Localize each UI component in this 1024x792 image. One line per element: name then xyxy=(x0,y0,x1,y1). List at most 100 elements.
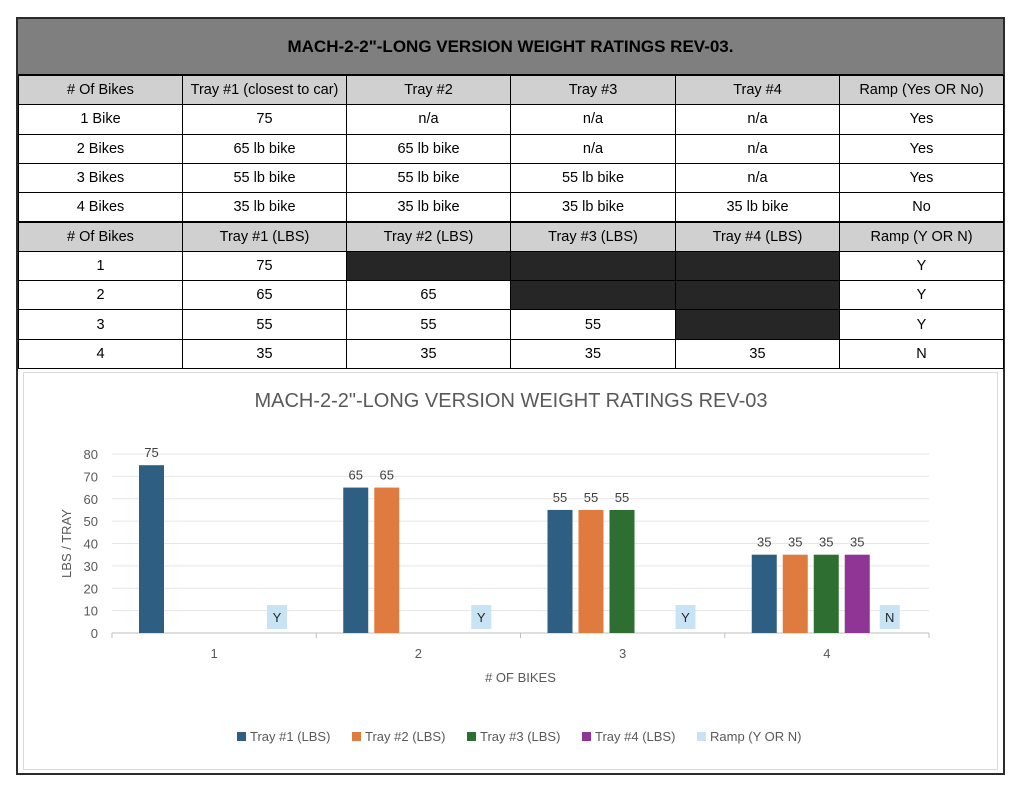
y-tick-label: 60 xyxy=(84,492,98,507)
table-cell: 55 xyxy=(182,309,347,340)
bar xyxy=(844,554,870,633)
table-cell: 55 xyxy=(510,309,676,340)
blocked-cell xyxy=(346,250,511,282)
table-cell: 65 lb bike xyxy=(182,133,347,164)
table-cell: n/a xyxy=(675,162,840,194)
column-header: Tray #2 xyxy=(346,74,511,106)
y-tick-label: 40 xyxy=(84,537,98,552)
table-row: 2 Bikes 65 lb bike 65 lb bike n/a n/a Yes xyxy=(18,133,1004,164)
bar xyxy=(751,554,777,633)
table-cell: 3 Bikes xyxy=(18,162,183,194)
data-label: 75 xyxy=(144,445,158,460)
weight-table-descriptive: # Of Bikes Tray #1 (closest to car) Tray #… xyxy=(18,74,1004,223)
table-cell: 35 xyxy=(182,338,347,369)
table-cell: n/a xyxy=(510,104,676,135)
table-header-row: # Of Bikes Tray #1 (closest to car) Tray #… xyxy=(18,74,1004,106)
table-cell: n/a xyxy=(675,104,840,135)
legend-swatch xyxy=(237,732,246,741)
table-cell: 1 xyxy=(18,250,183,282)
x-tick-label: 3 xyxy=(619,646,626,661)
ramp-label-box xyxy=(879,605,900,629)
worksheet: MACH-2-2"-LONG VERSION WEIGHT RATINGS RE… xyxy=(16,17,1005,775)
table-cell: 65 xyxy=(182,280,347,311)
legend-swatch xyxy=(467,732,476,741)
data-label: 35 xyxy=(819,535,833,550)
table-row: 3 55 55 55 Y xyxy=(18,309,1004,340)
table-cell: 2 Bikes xyxy=(18,133,183,164)
table-cell: Y xyxy=(839,309,1004,340)
legend-swatch xyxy=(697,732,706,741)
legend-swatch xyxy=(352,732,361,741)
table-cell: 65 lb bike xyxy=(346,133,511,164)
table-cell: Yes xyxy=(839,162,1004,194)
legend-swatch xyxy=(582,732,591,741)
y-tick-label: 70 xyxy=(84,469,98,484)
bar xyxy=(139,465,164,633)
data-label: 65 xyxy=(380,468,394,483)
table-cell: 55 lb bike xyxy=(182,162,347,194)
data-label: 55 xyxy=(615,490,629,505)
table-cell: 4 Bikes xyxy=(18,192,183,223)
table-row: 1 Bike 75 n/a n/a n/a Yes xyxy=(18,104,1004,135)
blocked-cell xyxy=(675,250,840,282)
weight-table-numeric: # Of Bikes Tray #1 (LBS) Tray #2 (LBS) Tray… xyxy=(18,221,1004,369)
bar xyxy=(578,509,604,633)
column-header: Ramp (Y OR N) xyxy=(839,221,1004,252)
data-label: 65 xyxy=(349,468,363,483)
x-tick-label: 4 xyxy=(823,646,830,661)
table-row: 3 Bikes 55 lb bike 55 lb bike 55 lb bike n/a… xyxy=(18,162,1004,194)
table-cell: Y xyxy=(839,280,1004,311)
blocked-cell xyxy=(510,250,676,282)
table-cell: 35 xyxy=(346,338,511,369)
blocked-cell xyxy=(675,280,840,311)
table-cell: n/a xyxy=(346,104,511,135)
legend-label: Tray #3 (LBS) xyxy=(480,729,560,744)
column-header: Tray #4 xyxy=(675,74,840,106)
table-cell: 35 xyxy=(510,338,676,369)
data-label: 35 xyxy=(850,535,864,550)
table-cell: 35 lb bike xyxy=(675,192,840,223)
sheet-title: MACH-2-2"-LONG VERSION WEIGHT RATINGS RE… xyxy=(18,19,1003,75)
table-cell: 55 lb bike xyxy=(510,162,676,194)
y-tick-label: 20 xyxy=(84,581,98,596)
table-cell: 55 xyxy=(346,309,511,340)
ramp-label: Y xyxy=(681,610,690,625)
bar xyxy=(609,509,635,633)
legend-label: Tray #2 (LBS) xyxy=(365,729,445,744)
column-header: # Of Bikes xyxy=(18,74,183,106)
y-tick-label: 80 xyxy=(84,447,98,462)
data-label: 35 xyxy=(788,535,802,550)
column-header: Tray #2 (LBS) xyxy=(346,221,511,252)
bar xyxy=(813,554,839,633)
table-cell: n/a xyxy=(675,133,840,164)
column-header: Tray #3 (LBS) xyxy=(510,221,676,252)
table-cell: 2 xyxy=(18,280,183,311)
blocked-cell xyxy=(510,280,676,311)
chart-area: MACH-2-2"-LONG VERSION WEIGHT RATINGS RE… xyxy=(23,372,998,770)
data-label: 55 xyxy=(553,490,567,505)
table-row: 2 65 65 Y xyxy=(18,280,1004,311)
column-header: Tray #1 (LBS) xyxy=(182,221,347,252)
legend-label: Ramp (Y OR N) xyxy=(710,729,802,744)
x-axis-label: # OF BIKES xyxy=(485,670,556,685)
table-cell: Yes xyxy=(839,133,1004,164)
table-cell: 35 xyxy=(675,338,840,369)
column-header: Ramp (Yes OR No) xyxy=(839,74,1004,106)
table-cell: 55 lb bike xyxy=(346,162,511,194)
bar xyxy=(547,509,573,633)
ramp-label-box xyxy=(471,605,492,629)
ramp-label-box xyxy=(675,605,696,629)
x-tick-label: 2 xyxy=(415,646,422,661)
table-header-row: # Of Bikes Tray #1 (LBS) Tray #2 (LBS) Tray… xyxy=(18,221,1004,252)
bar xyxy=(374,487,400,633)
column-header: Tray #1 (closest to car) xyxy=(182,74,347,106)
y-axis-label: LBS / TRAY xyxy=(59,509,74,578)
table-cell: 1 Bike xyxy=(18,104,183,135)
table-row: 4 35 35 35 35 N xyxy=(18,338,1004,369)
table-cell: 3 xyxy=(18,309,183,340)
table-cell: 4 xyxy=(18,338,183,369)
legend-label: Tray #4 (LBS) xyxy=(595,729,675,744)
ramp-label: Y xyxy=(477,610,486,625)
table-cell: Y xyxy=(839,250,1004,282)
ramp-label: N xyxy=(885,610,894,625)
